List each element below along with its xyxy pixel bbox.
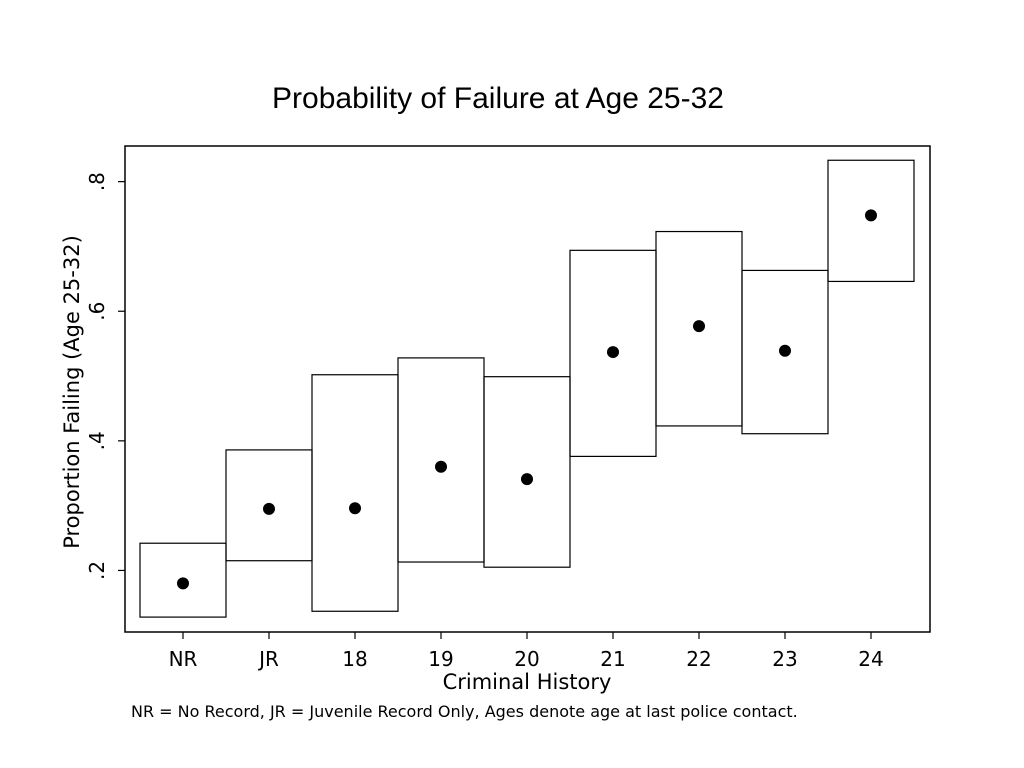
x-tick-label: JR — [257, 647, 279, 671]
interval-box — [741, 269, 829, 435]
data-point — [521, 473, 533, 486]
x-tick-label: 24 — [858, 647, 883, 671]
y-tick-label: .4 — [85, 431, 109, 450]
data-point — [779, 344, 791, 357]
x-tick-label: 20 — [514, 647, 539, 671]
data-point — [693, 320, 705, 333]
x-tick-label: 18 — [342, 647, 367, 671]
data-point — [263, 502, 275, 515]
y-tick-label: .6 — [85, 302, 109, 321]
x-tick-label: 21 — [600, 647, 625, 671]
data-point — [607, 346, 619, 359]
x-tick-label: 19 — [428, 647, 453, 671]
x-tick-label: 23 — [772, 647, 797, 671]
chart-note: NR = No Record, JR = Juvenile Record Onl… — [131, 702, 798, 721]
chart-title: Probability of Failure at Age 25-32 — [272, 82, 724, 115]
y-axis-title: Proportion Failing (Age 25-32) — [60, 235, 84, 549]
data-point — [349, 502, 361, 515]
interval-box — [311, 374, 399, 612]
interval-box — [827, 159, 915, 283]
data-point — [435, 460, 447, 473]
x-tick-label: 22 — [686, 647, 711, 671]
x-tick-label: NR — [169, 647, 198, 671]
y-tick-label: .2 — [85, 561, 109, 580]
x-axis-title: Criminal History — [443, 670, 612, 694]
data-point — [865, 209, 877, 222]
interval-box — [139, 542, 227, 618]
y-tick-label: .8 — [85, 172, 109, 191]
interval-box — [483, 376, 571, 568]
interval-box — [397, 357, 485, 563]
data-point — [177, 577, 189, 590]
plot-frame — [124, 145, 931, 633]
